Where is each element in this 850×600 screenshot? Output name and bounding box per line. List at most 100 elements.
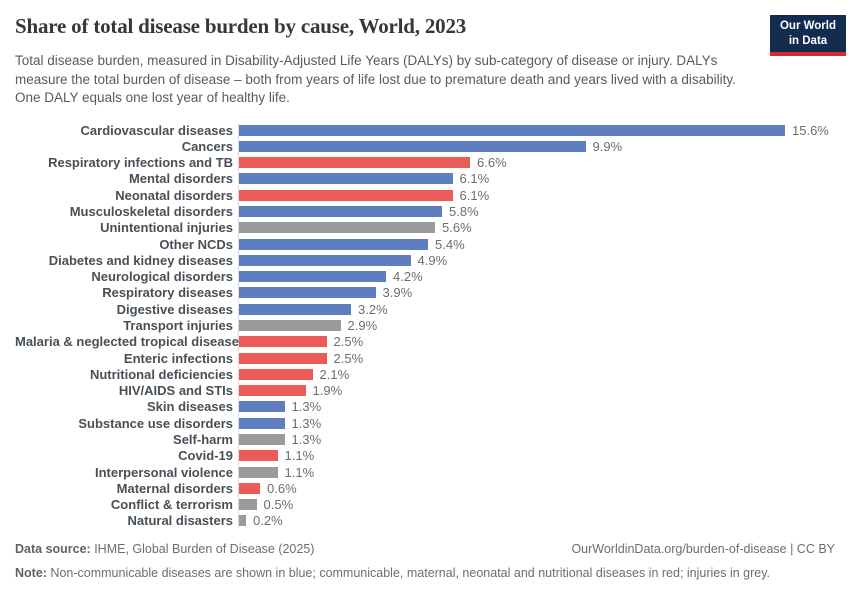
bar-row[interactable]: Digestive diseases 3.2% <box>15 301 845 317</box>
data-source: Data source: IHME, Global Burden of Dise… <box>15 542 314 556</box>
bar[interactable] <box>239 222 435 234</box>
category-label: Nutritional deficiencies <box>89 366 233 382</box>
bar[interactable] <box>239 254 411 266</box>
bar[interactable] <box>239 482 260 494</box>
value-label: 1.1% <box>284 448 315 464</box>
category-label: Covid-19 <box>178 448 233 464</box>
bar[interactable] <box>239 515 246 527</box>
bar[interactable] <box>239 450 278 462</box>
bar[interactable] <box>239 320 341 332</box>
value-label: 0.5% <box>263 497 294 513</box>
bar-track: 2.5% <box>239 334 845 350</box>
value-label: 6.1% <box>459 187 490 203</box>
value-label: 15.6% <box>792 122 829 138</box>
bar-row[interactable]: Neurological disorders 4.2% <box>15 269 845 285</box>
category-label: Transport injuries <box>123 318 233 334</box>
category-label: Digestive diseases <box>116 301 233 317</box>
bar[interactable] <box>239 368 313 380</box>
bar-row[interactable]: Neonatal disorders 6.1% <box>15 187 845 203</box>
bar-track: 1.9% <box>239 383 845 399</box>
bar-row[interactable]: Respiratory diseases 3.9% <box>15 285 845 301</box>
bar[interactable] <box>239 352 327 364</box>
bar-row[interactable]: Unintentional injuries 5.6% <box>15 220 845 236</box>
bar[interactable] <box>239 124 785 136</box>
bar-row[interactable]: Musculoskeletal disorders 5.8% <box>15 203 845 219</box>
bar-track: 3.9% <box>239 285 845 301</box>
bar[interactable] <box>239 466 278 478</box>
bar-row[interactable]: Maternal disorders 0.6% <box>15 480 845 496</box>
bar-track: 1.1% <box>239 464 845 480</box>
bar[interactable] <box>239 157 470 169</box>
category-label: Cancers <box>181 138 233 154</box>
bar-track: 4.2% <box>239 269 845 285</box>
bar-track: 15.6% <box>239 122 845 138</box>
value-label: 0.2% <box>253 513 283 529</box>
value-label: 2.1% <box>319 366 350 382</box>
bar[interactable] <box>239 140 586 152</box>
value-label: 2.5% <box>333 334 364 350</box>
bar-row[interactable]: Diabetes and kidney diseases 4.9% <box>15 252 845 268</box>
bar[interactable] <box>239 271 386 283</box>
footnote: Note: Non-communicable diseases are show… <box>15 566 835 580</box>
value-label: 1.3% <box>291 399 322 415</box>
bar[interactable] <box>239 401 285 413</box>
value-label: 1.3% <box>291 431 322 447</box>
bar-row[interactable]: Transport injuries 2.9% <box>15 317 845 333</box>
category-label: Skin diseases <box>147 399 233 415</box>
owid-logo[interactable]: Our World in Data <box>770 15 846 56</box>
bar[interactable] <box>239 433 285 445</box>
value-label: 9.9% <box>592 138 623 154</box>
bar[interactable] <box>239 303 351 315</box>
bar-row[interactable]: Natural disasters 0.2% <box>15 513 845 529</box>
value-label: 6.6% <box>477 155 507 171</box>
bar[interactable] <box>239 385 306 397</box>
bar-track: 2.1% <box>239 366 845 382</box>
bar[interactable] <box>239 417 285 429</box>
bar-row[interactable]: Skin diseases 1.3% <box>15 399 845 415</box>
bar-row[interactable]: Substance use disorders 1.3% <box>15 415 845 431</box>
bar[interactable] <box>239 336 327 348</box>
bar-track: 5.6% <box>239 220 845 236</box>
bar-track: 3.2% <box>239 301 845 317</box>
bar[interactable] <box>239 238 428 250</box>
bar-row[interactable]: Respiratory infections and TB 6.6% <box>15 155 845 171</box>
bar-row[interactable]: Interpersonal violence 1.1% <box>15 464 845 480</box>
owid-logo-line2: in Data <box>788 34 828 47</box>
footnote-label: Note: <box>15 566 47 580</box>
category-label: Mental disorders <box>128 171 233 187</box>
bar-row[interactable]: Conflict & terrorism 0.5% <box>15 496 845 512</box>
license-link[interactable]: OurWorldinData.org/burden-of-disease | C… <box>571 542 835 556</box>
bar-row[interactable]: Other NCDs 5.4% <box>15 236 845 252</box>
bar-row[interactable]: Covid-19 1.1% <box>15 448 845 464</box>
bar-row[interactable]: Nutritional deficiencies 2.1% <box>15 366 845 382</box>
category-label: Malaria & neglected tropical diseases <box>15 334 247 350</box>
bar-track: 0.2% <box>239 513 845 529</box>
bar-track: 0.5% <box>239 496 845 512</box>
owid-logo-line1: Our World <box>779 20 836 32</box>
bar-row[interactable]: HIV/AIDS and STIs 1.9% <box>15 383 845 399</box>
bar[interactable] <box>239 287 376 299</box>
bar-row[interactable]: Cardiovascular diseases 15.6% <box>15 122 845 138</box>
bar-row[interactable]: Malaria & neglected tropical diseases 2.5… <box>15 334 845 350</box>
category-label: Conflict & terrorism <box>110 497 233 513</box>
bar-track: 4.9% <box>239 252 845 268</box>
bar-track: 6.6% <box>239 155 845 171</box>
bar[interactable] <box>239 206 442 218</box>
bar-track: 0.6% <box>239 480 845 496</box>
category-label: Natural disasters <box>127 513 234 529</box>
category-label: Other NCDs <box>159 236 233 252</box>
value-label: 3.9% <box>382 285 413 301</box>
value-label: 0.6% <box>267 480 297 496</box>
category-label: Respiratory infections and TB <box>48 155 233 171</box>
bar-row[interactable]: Self-harm 1.3% <box>15 431 845 447</box>
bar[interactable] <box>239 189 453 201</box>
bar-row[interactable]: Mental disorders 6.1% <box>15 171 845 187</box>
value-label: 1.9% <box>312 383 343 399</box>
category-label: Diabetes and kidney diseases <box>48 252 233 268</box>
bar[interactable] <box>239 499 257 511</box>
bar[interactable] <box>239 173 453 185</box>
category-label: Respiratory diseases <box>102 285 233 301</box>
bar-row[interactable]: Enteric infections 2.5% <box>15 350 845 366</box>
category-label: Cardiovascular diseases <box>80 122 233 138</box>
bar-row[interactable]: Cancers 9.9% <box>15 138 845 154</box>
